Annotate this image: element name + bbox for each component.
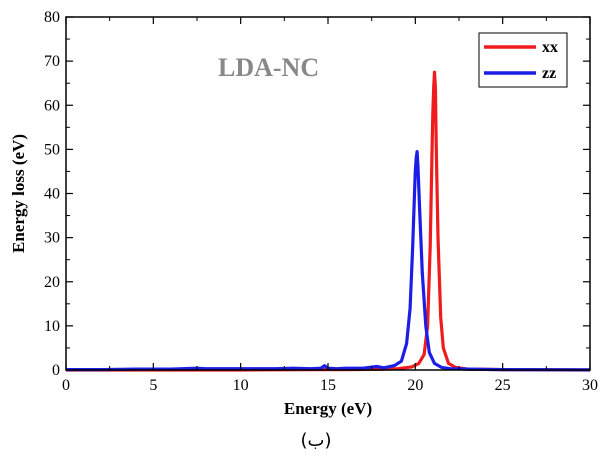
y-tick-label: 30 <box>44 230 60 247</box>
figure-caption: (ب) <box>300 430 331 451</box>
y-tick-label: 40 <box>44 186 60 203</box>
legend-box <box>478 32 568 88</box>
y-tick-label: 20 <box>44 274 60 291</box>
axis-layer: 0 5 10 15 20 25 30 0 10 20 30 40 50 60 70 80 <box>44 9 598 394</box>
series-line-xx <box>66 70 591 372</box>
x-tick-label: 20 <box>407 377 423 394</box>
series-layer <box>66 70 591 372</box>
x-tick-label: 15 <box>320 377 336 394</box>
y-tick-label: 80 <box>44 9 60 26</box>
x-tick-label: 10 <box>233 377 249 394</box>
x-tick-label: 0 <box>62 377 70 394</box>
x-tick-label: 30 <box>582 377 598 394</box>
y-axis-title: Energy loss (eV) <box>9 134 28 253</box>
y-tick-label: 10 <box>44 318 60 335</box>
x-tick-label: 25 <box>495 377 511 394</box>
chart-annotation: LDA-NC <box>218 53 319 82</box>
y-tick-label: 0 <box>52 362 60 379</box>
series-line-zz <box>66 150 591 372</box>
x-axis-title: Energy (eV) <box>284 399 372 418</box>
y-tick-label: 70 <box>44 53 60 70</box>
legend-label-xx: xx <box>542 39 558 56</box>
legend-label-zz: zz <box>542 65 556 82</box>
legend: xx zz <box>478 32 568 88</box>
y-tick-label: 50 <box>44 141 60 158</box>
y-tick-label: 60 <box>44 97 60 114</box>
x-tick-label: 5 <box>149 377 157 394</box>
